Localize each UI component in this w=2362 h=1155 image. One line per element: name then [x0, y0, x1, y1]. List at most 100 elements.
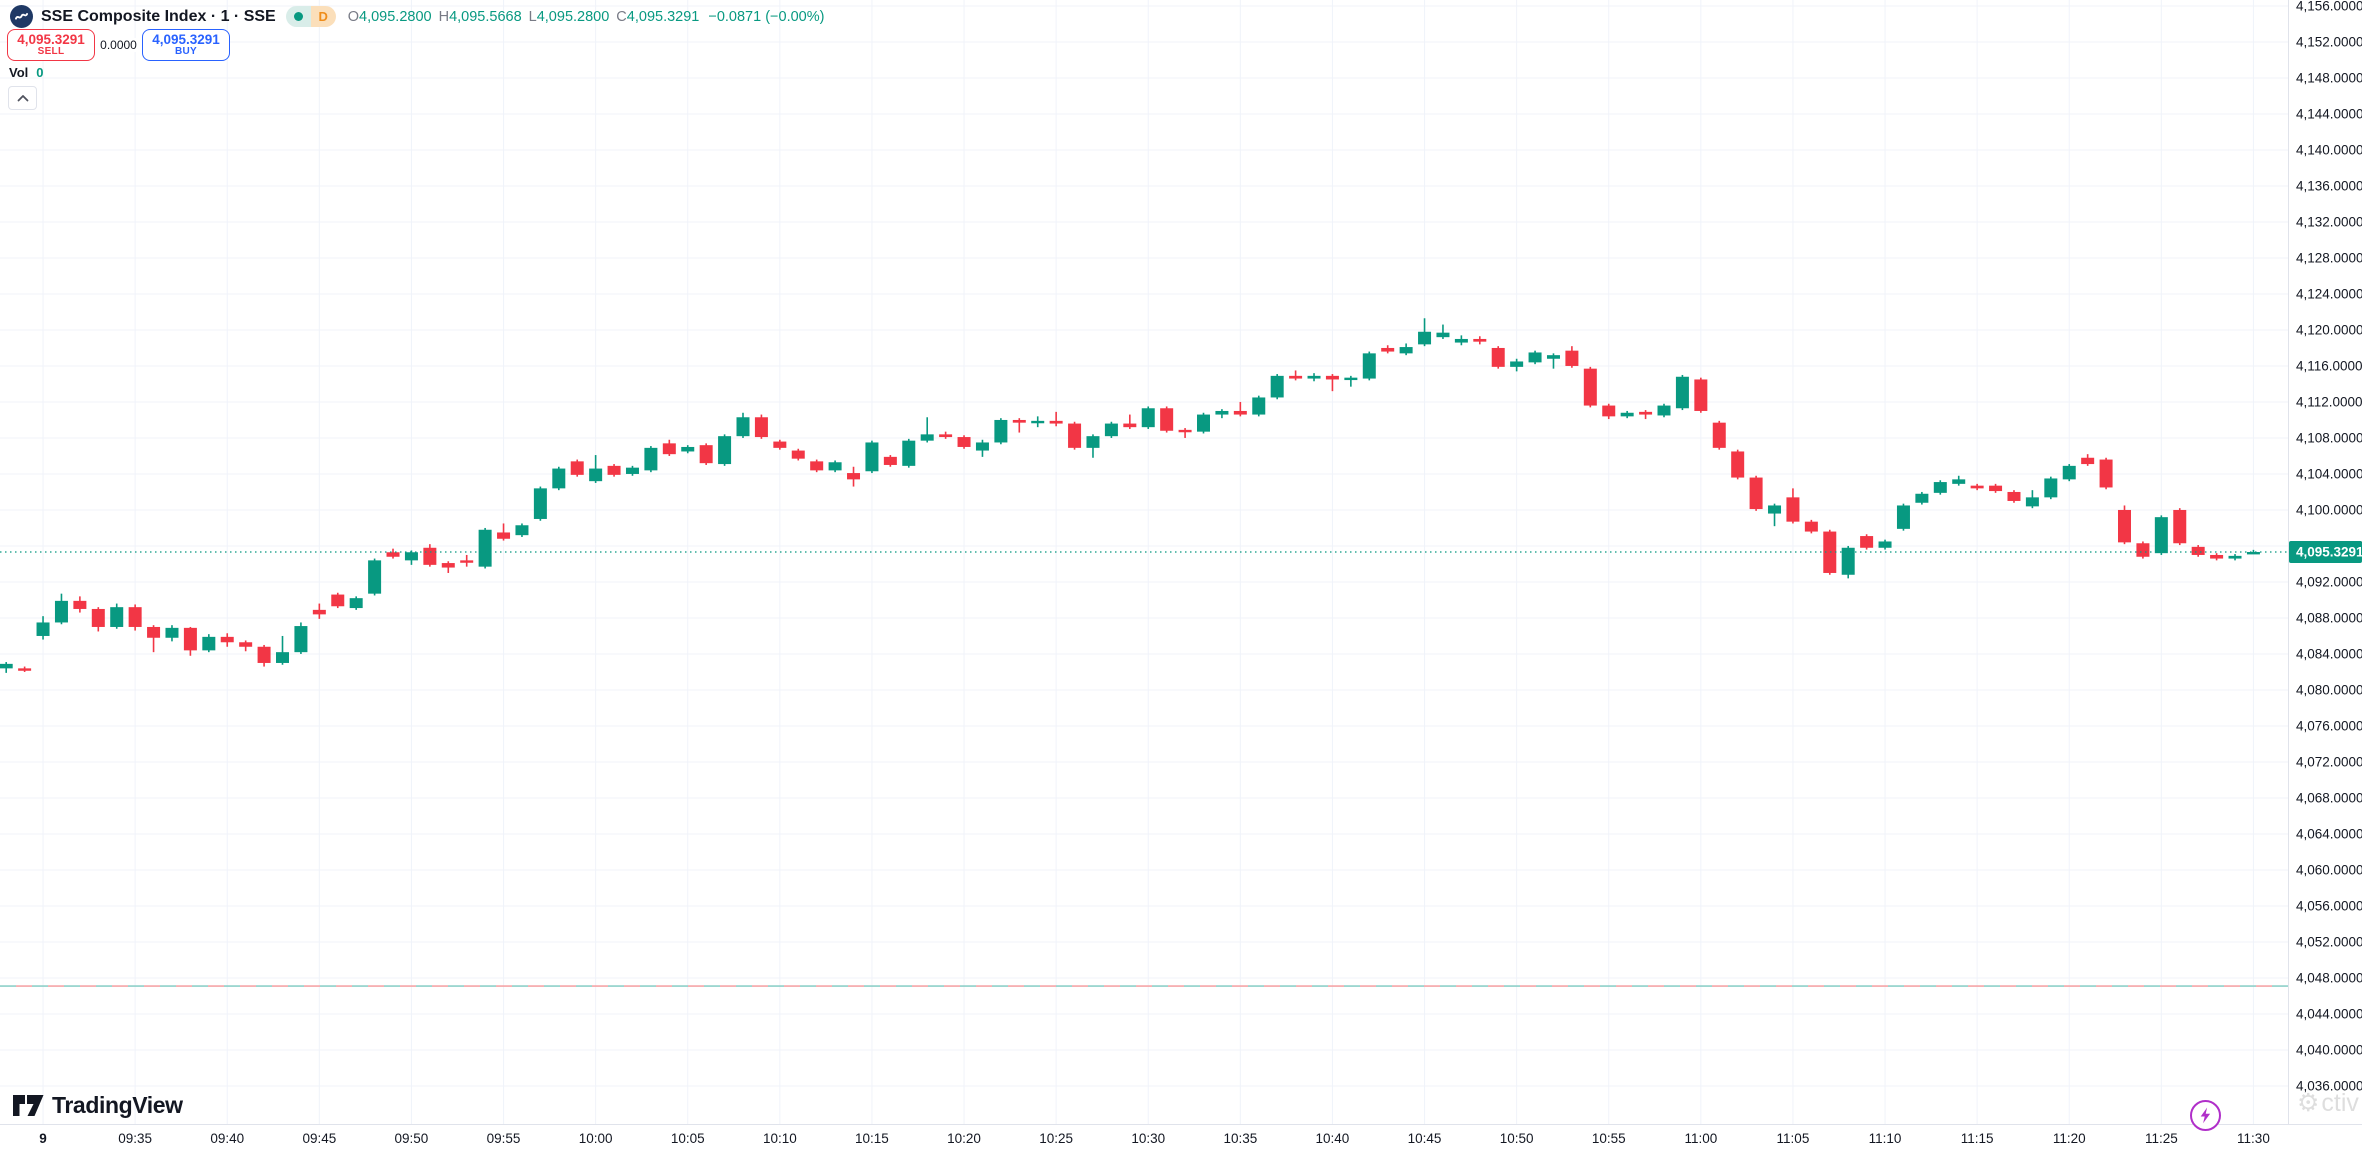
price-tick-label: 4,076.0000 — [2296, 718, 2362, 733]
time-axis[interactable]: 9 09:35 09:40 09:45 09:50 09:55 10:00 10:05 10:1… — [39, 1131, 2270, 1146]
symbol-logo-icon — [10, 5, 33, 28]
volume-label: Vol — [9, 65, 29, 80]
volume-legend: Vol 0 — [9, 65, 44, 80]
price-axis-background — [2288, 0, 2362, 1155]
price-tick-label: 4,056.0000 — [2296, 898, 2362, 913]
buy-price: 4,095.3291 — [152, 31, 220, 47]
candle — [1362, 351, 1376, 381]
time-tick-label: 10:15 — [855, 1131, 889, 1146]
candle — [294, 622, 308, 654]
candle — [276, 635, 289, 665]
current-price-label: 4,095.3291 — [2289, 541, 2362, 563]
candle — [368, 558, 382, 596]
candle — [2081, 454, 2095, 466]
time-tick-label: 11:00 — [1684, 1131, 1717, 1146]
candle — [147, 625, 161, 653]
time-axis-background — [0, 1124, 2288, 1155]
activation-watermark: ⚙ ctiv — [2297, 1088, 2359, 1118]
time-tick-label: 09:45 — [302, 1131, 336, 1146]
candle — [718, 434, 732, 466]
candle — [2136, 541, 2150, 559]
candle — [2191, 545, 2205, 557]
tradingview-logo[interactable]: TradingView — [13, 1092, 183, 1119]
candle — [2118, 505, 2131, 545]
candle — [2044, 476, 2058, 500]
candle — [1989, 483, 2003, 493]
time-tick-label: 09:40 — [210, 1131, 244, 1146]
candle — [239, 640, 253, 652]
delayed-data-badge[interactable]: D — [310, 6, 336, 27]
high-label: H — [438, 8, 450, 25]
candle — [681, 445, 695, 454]
candle — [1528, 350, 1542, 365]
candle — [2025, 490, 2039, 509]
candle — [257, 644, 271, 667]
candle — [1510, 358, 1524, 372]
candle — [1583, 366, 1597, 408]
price-tick-label: 4,148.0000 — [2296, 70, 2362, 85]
open-value: 4,095.2800 — [359, 8, 432, 25]
price-tick-label: 4,040.0000 — [2296, 1042, 2362, 1057]
price-tick-label: 4,104.0000 — [2296, 466, 2362, 481]
candle — [1252, 395, 1266, 417]
collapse-pane-button[interactable] — [8, 86, 37, 110]
symbol-title[interactable]: SSE Composite Index · 1 · SSE — [41, 7, 276, 25]
candle — [497, 523, 511, 541]
market-status-dot-icon — [285, 6, 311, 27]
candle — [736, 412, 750, 438]
candle — [644, 446, 658, 473]
candle — [1491, 346, 1505, 369]
time-tick-label: 10:20 — [947, 1131, 981, 1146]
candle — [1270, 374, 1284, 400]
price-tick-label: 4,116.0000 — [2296, 358, 2362, 373]
candle — [1749, 475, 1763, 511]
volume-value: 0 — [36, 65, 44, 80]
buy-button[interactable]: 4,095.3291 BUY — [142, 29, 230, 61]
price-tick-label: 4,108.0000 — [2296, 430, 2362, 445]
time-tick-label: 10:35 — [1223, 1131, 1257, 1146]
candle — [202, 634, 216, 653]
candle — [2228, 554, 2242, 561]
price-tick-label: 4,044.0000 — [2296, 1006, 2362, 1021]
price-tick-label: 4,068.0000 — [2296, 790, 2362, 805]
chevron-up-icon — [17, 95, 28, 102]
candle — [1952, 475, 1966, 486]
time-tick-label: 10:00 — [579, 1131, 613, 1146]
time-tick-label: 9 — [39, 1131, 47, 1146]
svg-text:4,095.3291: 4,095.3291 — [2296, 545, 2362, 560]
candle — [1841, 545, 1855, 579]
lightning-button[interactable] — [2190, 1100, 2221, 1131]
price-tick-label: 4,036.0000 — [2296, 1078, 2362, 1093]
price-tick-label: 4,140.0000 — [2296, 142, 2362, 157]
candle — [386, 548, 400, 559]
time-tick-label: 10:25 — [1039, 1131, 1073, 1146]
candle — [1436, 324, 1450, 339]
buy-label: BUY — [174, 45, 197, 57]
candle — [165, 625, 179, 642]
price-tick-label: 4,112.0000 — [2296, 394, 2362, 409]
time-tick-label: 10:50 — [1500, 1131, 1534, 1146]
price-tick-label: 4,124.0000 — [2296, 286, 2362, 301]
candle — [902, 438, 916, 468]
price-tick-label: 4,152.0000 — [2296, 34, 2362, 49]
sell-button[interactable]: 4,095.3291 SELL — [7, 29, 95, 61]
low-value: 4,095.2800 — [536, 8, 610, 25]
price-tick-label: 4,136.0000 — [2296, 178, 2362, 193]
candle — [975, 439, 989, 457]
candle — [36, 616, 50, 640]
price-tick-label: 4,072.0000 — [2296, 754, 2362, 769]
candle — [1473, 336, 1487, 345]
price-tick-label: 4,100.0000 — [2296, 502, 2362, 517]
time-tick-label: 09:55 — [487, 1131, 521, 1146]
candle — [1804, 519, 1818, 534]
candle — [128, 604, 142, 631]
candle — [1086, 434, 1100, 458]
tradingview-mark-icon — [13, 1095, 44, 1116]
price-axis[interactable]: 4,156.0000 4,152.0000 4,148.0000 4,144.0000… — [2296, 0, 2362, 1093]
candle — [1289, 370, 1303, 381]
symbol-legend: SSE Composite Index · 1 · SSE D O4,095.2… — [10, 5, 824, 28]
candle — [533, 486, 547, 521]
candle — [1933, 480, 1947, 495]
candle — [1307, 373, 1321, 382]
